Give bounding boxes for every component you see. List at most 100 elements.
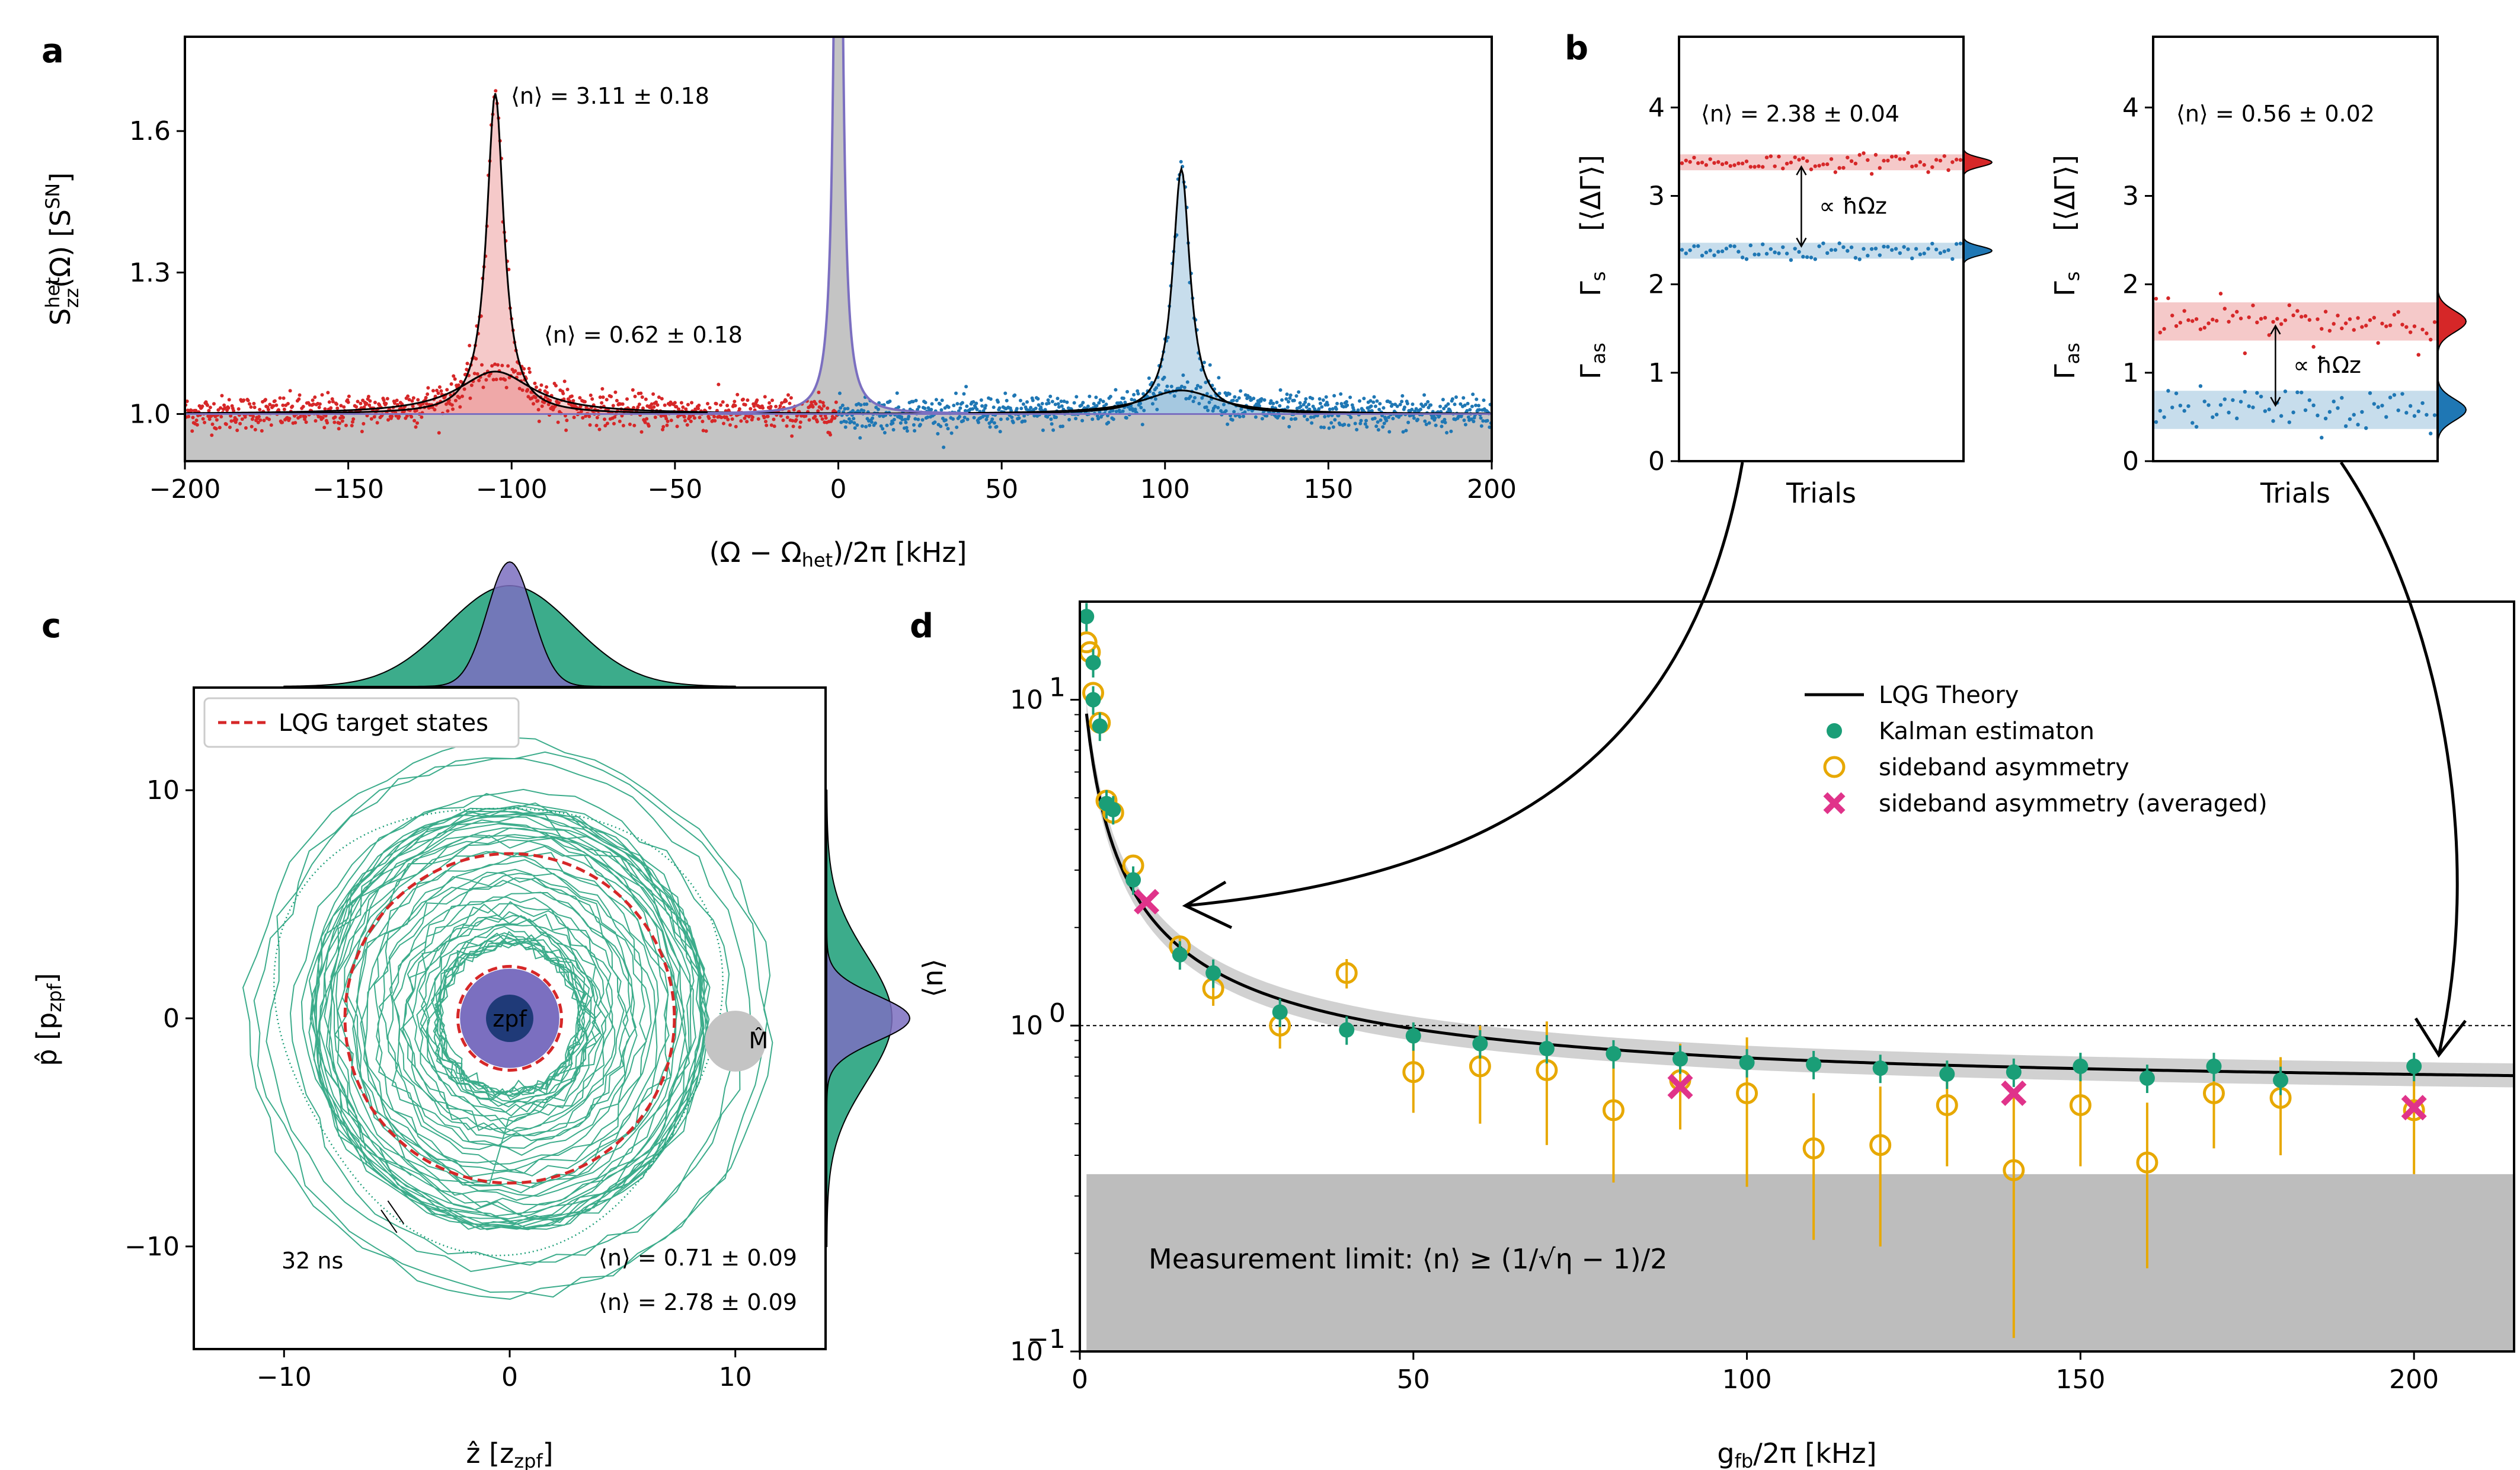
panel-a-anti-stokes-point xyxy=(934,398,938,402)
panel-a-stokes-point xyxy=(659,414,663,418)
panel-a-anti-stokes-point xyxy=(971,400,976,404)
panel-b-point-as xyxy=(1938,251,1943,255)
panel-c-trajectory xyxy=(242,736,773,1300)
panel-a-anti-stokes-point xyxy=(1041,428,1045,432)
panel-a-anti-stokes-point xyxy=(1162,375,1166,379)
panel-b-point-as xyxy=(1801,254,1805,259)
panel-a-stokes-point xyxy=(811,405,815,409)
panel-a-stokes-point xyxy=(572,416,576,420)
panel-b-point-as xyxy=(1692,244,1696,248)
panel-a-stokes-point xyxy=(268,402,272,407)
panel-a-stokes-point xyxy=(588,423,592,427)
panel-b-point-as xyxy=(1926,247,1930,251)
panel-b-point-s xyxy=(2162,327,2166,331)
panel-b-point-as xyxy=(2227,410,2231,415)
panel-a-stokes-point xyxy=(734,424,738,429)
panel-b-point-as xyxy=(1809,255,1814,260)
panel-d-kalman-point xyxy=(1105,801,1121,817)
panel-b-point-s xyxy=(1866,158,1870,162)
panel-a-stokes-point xyxy=(639,391,643,395)
panel-d-sideband-point xyxy=(1802,1137,1825,1159)
panel-a-stokes-point xyxy=(203,420,207,424)
panel-b-point-s xyxy=(1833,170,1838,174)
panel-b-point-s xyxy=(1764,155,1769,159)
panel-b-point-as xyxy=(1930,241,1934,246)
panel-a-stokes-point xyxy=(281,403,285,407)
panel-a-stokes-point xyxy=(347,394,351,398)
panel-a-anti-stokes-point xyxy=(1298,401,1302,405)
panel-a-anti-stokes-point xyxy=(944,418,948,422)
panel-a-anti-stokes-point xyxy=(999,417,1003,421)
panel-a-stokes-point xyxy=(224,422,228,426)
panel-a-anti-stokes-point xyxy=(1142,408,1146,413)
panel-a-stokes-point xyxy=(554,384,558,388)
panel-d-kalman-point xyxy=(1339,1022,1355,1038)
panel-b-point-as xyxy=(1837,241,1841,245)
panel-b-point-s xyxy=(2194,317,2199,321)
panel-b-point-s xyxy=(1857,153,1862,157)
panel-b-point-s xyxy=(2287,303,2291,308)
panel-a-anti-stokes-point xyxy=(936,432,940,436)
panel-a-stokes-point xyxy=(451,407,455,411)
panel-a-center-peak xyxy=(707,37,968,415)
panel-a-anti-stokes-point xyxy=(1107,420,1111,424)
panel-a-anti-stokes-point xyxy=(1204,381,1208,385)
panel-b-point-s xyxy=(2356,316,2360,320)
panel-a-anti-stokes-point xyxy=(1281,416,1285,420)
panel-b-point-s xyxy=(2368,318,2372,322)
panel-a-stokes-point xyxy=(772,424,776,429)
panel-a-stokes-point xyxy=(763,395,767,399)
svg-text:Γas: Γas xyxy=(1575,343,1610,379)
panel-d-kalman-point xyxy=(1606,1046,1622,1062)
panel-a-anti-stokes-point xyxy=(1208,363,1212,367)
panel-a-stokes-point xyxy=(346,400,350,404)
panel-b-point-as xyxy=(2432,413,2437,417)
panel-b-point-as xyxy=(2162,415,2166,419)
panel-c-lqg-target-circle xyxy=(456,964,564,1072)
panel-b-point-s xyxy=(2251,303,2255,308)
panel-a-anti-stokes-point xyxy=(1440,420,1444,424)
panel-a-anti-stokes-point xyxy=(912,423,916,427)
panel-d-kalman-point xyxy=(2139,1070,2155,1086)
panel-b-point-as xyxy=(1882,244,1886,249)
panel-b-point-s xyxy=(1954,158,1959,162)
panel-b-point-s xyxy=(1813,164,1817,168)
panel-a-anti-stokes-point xyxy=(1284,397,1288,401)
panel-a-stokes-point xyxy=(494,89,498,93)
panel-a-stokes-point xyxy=(446,409,450,413)
panel-a-stokes-point xyxy=(318,402,322,406)
panel-a-stokes-point xyxy=(468,344,472,348)
panel-a-stokes-point xyxy=(414,408,418,413)
panel-a-anti-stokes-point xyxy=(1108,394,1112,398)
panel-a-stokes-point xyxy=(785,416,789,420)
panel-b-histogram-s xyxy=(2437,279,2467,364)
panel-a-stokes-point xyxy=(527,366,531,370)
panel-c-m-label: M̂ xyxy=(749,1027,769,1053)
panel-a-stokes-point xyxy=(779,414,783,418)
panel-a-anti-stokes-point xyxy=(1353,421,1357,426)
panel-b-point-s xyxy=(2376,341,2380,345)
panel-a-anti-stokes-point xyxy=(888,399,892,403)
panel-a-stokes-point xyxy=(618,419,622,423)
panel-a-stokes-point xyxy=(450,403,454,407)
panel-a-stokes-point xyxy=(661,427,665,432)
panel-a-stokes-point xyxy=(472,372,477,376)
panel-a-anti-stokes-point xyxy=(1046,398,1050,402)
panel-b-left-plot: ∝ ħΩz xyxy=(1679,144,1993,269)
panel-d-kalman-point xyxy=(2073,1058,2089,1074)
panel-b-point-as xyxy=(1862,247,1866,251)
panel-b-point-s xyxy=(1930,165,1934,170)
panel-b-ytick-label: 1 xyxy=(1648,358,1665,388)
panel-a-anti-stokes-point xyxy=(952,404,956,408)
panel-b-point-s xyxy=(1740,161,1745,166)
panel-a-stokes-point xyxy=(647,424,651,428)
panel-a-anti-stokes-point xyxy=(1121,396,1125,400)
panel-a-stokes-point xyxy=(395,398,399,402)
panel-a-stokes-point xyxy=(323,407,327,411)
panel-a-stokes-point xyxy=(712,415,717,419)
panel-a-stokes-point xyxy=(287,417,292,421)
panel-a-anti-stokes-point xyxy=(1387,430,1392,434)
panel-b-point-s xyxy=(1958,158,1963,162)
panel-b-point-as xyxy=(2243,389,2247,394)
panel-a-stokes-point xyxy=(503,378,507,382)
